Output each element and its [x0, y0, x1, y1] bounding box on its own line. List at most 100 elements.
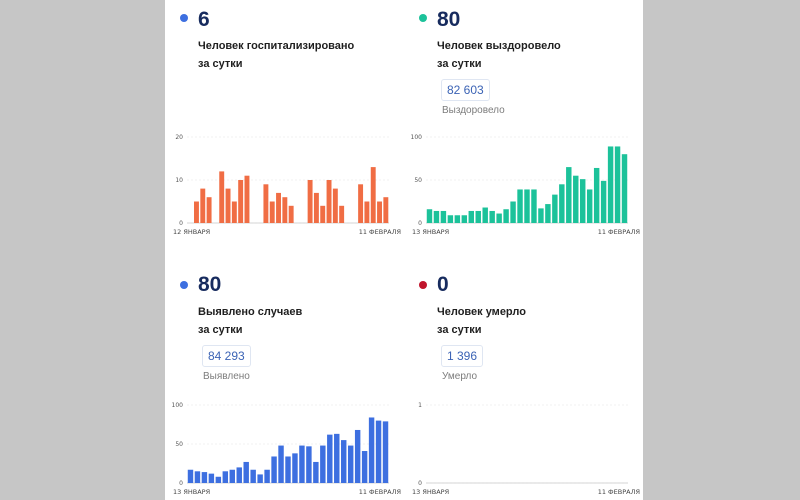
cases-x-start-label: 13 ЯНВАРЯ — [173, 488, 210, 496]
cases-bar — [194, 471, 201, 483]
recovered-total: 82 603 — [441, 79, 490, 101]
cases-caption: Выявлено случаев за сутки — [198, 303, 388, 339]
deaths-chart: 0 1 13 ЯНВАРЯ 11 ФЕВРАЛЯ — [412, 402, 640, 496]
recovered-value: 80 — [437, 8, 461, 31]
recovered-bar — [475, 210, 481, 223]
recovered-total-label: Выздоровело — [442, 105, 505, 116]
cases-bar — [347, 445, 354, 483]
cases-bar — [215, 476, 222, 483]
recovered-bar — [621, 154, 628, 223]
cases-y-tick-label: 100 — [172, 402, 184, 409]
hospitalized-bar — [313, 192, 319, 223]
recovered-bar — [496, 213, 502, 223]
cases-bar — [236, 467, 242, 483]
recovered-bar — [468, 210, 474, 223]
cases-bar — [222, 471, 229, 483]
cases-bar — [271, 456, 277, 483]
cases-bar — [264, 469, 270, 483]
cases-bar — [327, 434, 333, 483]
hospitalized-bar — [370, 167, 376, 223]
recovered-x-start-label: 13 ЯНВАРЯ — [412, 228, 449, 236]
cases-bar — [334, 433, 340, 483]
recovered-bar — [545, 204, 551, 223]
hospitalized-bar — [206, 197, 212, 223]
hospitalized-value: 6 — [198, 8, 210, 31]
cases-bar — [320, 445, 326, 483]
hospitalized-bar — [219, 171, 225, 223]
cases-bar — [368, 417, 375, 483]
hospitalized-bar — [358, 184, 364, 223]
hospitalized-chart: 0 10 20 12 ЯНВАРЯ 11 ФЕВРАЛЯ — [173, 134, 401, 236]
recovered-bar — [600, 180, 607, 223]
cases-bar — [313, 461, 319, 483]
hospitalized-bar — [282, 197, 288, 223]
hospitalized-bar — [269, 201, 275, 223]
hospitalized-bar — [326, 180, 332, 223]
hospitalized-x-end-label: 11 ФЕВРАЛЯ — [359, 228, 401, 236]
recovered-bar — [461, 215, 468, 223]
recovered-bar — [593, 167, 600, 223]
recovered-y-tick-label: 50 — [414, 177, 422, 184]
stats-page: 6 Человек госпитализировано за сутки 0 10… — [165, 0, 643, 500]
hospitalized-caption-line1: Человек госпитализировано — [198, 40, 355, 52]
deaths-x-end-label: 11 ФЕВРАЛЯ — [598, 488, 640, 496]
recovered-dot — [419, 14, 427, 22]
recovered-bar — [607, 146, 614, 223]
cases-caption-line1: Выявлено случаев — [198, 306, 303, 318]
hospitalized-bar — [238, 180, 244, 223]
hospitalized-bar — [263, 184, 269, 223]
deaths-caption-line1: Человек умерло — [437, 306, 526, 318]
deaths-dot — [419, 281, 427, 289]
hospitalized-bar — [276, 192, 281, 223]
hospitalized-bar — [288, 205, 294, 223]
hospitalized-x-start-label: 12 ЯНВАРЯ — [173, 228, 210, 236]
deaths-total: 1 396 — [441, 345, 484, 367]
hospitalized-bar — [194, 201, 199, 223]
cases-bar — [250, 469, 256, 483]
cases-bar — [285, 456, 291, 483]
cases-bar — [382, 421, 389, 483]
recovered-bar — [503, 209, 509, 223]
recovered-y-tick-label: 0 — [418, 220, 422, 227]
recovered-bar — [580, 179, 586, 223]
recovered-caption: Человек выздоровело за сутки — [437, 37, 627, 73]
recovered-caption-line2: за сутки — [437, 58, 482, 70]
card-cases: 80 Выявлено случаев за сутки 84 293 Выяв… — [165, 250, 404, 500]
recovered-bar — [524, 189, 530, 223]
recovered-bar — [426, 209, 433, 223]
deaths-y-tick-label: 1 — [418, 402, 422, 409]
cases-bar — [361, 451, 368, 483]
hospitalized-bar — [225, 188, 231, 223]
cases-caption-line2: за сутки — [198, 324, 243, 336]
cases-bar — [208, 473, 215, 483]
recovered-bar — [440, 210, 447, 223]
recovered-bar — [552, 194, 558, 223]
recovered-chart: 0 50 100 13 ЯНВАРЯ 11 ФЕВРАЛЯ — [411, 134, 640, 236]
deaths-caption: Человек умерло за сутки — [437, 303, 627, 339]
hospitalized-dot — [180, 14, 188, 22]
hospitalized-y-tick-label: 20 — [175, 134, 183, 141]
cases-bar — [354, 429, 361, 483]
recovered-bar — [454, 215, 461, 223]
recovered-bar — [517, 189, 523, 223]
hospitalized-bar — [383, 197, 389, 223]
cases-bar — [243, 461, 249, 483]
deaths-y-tick-label: 0 — [418, 480, 422, 487]
deaths-x-start-label: 13 ЯНВАРЯ — [412, 488, 449, 496]
hospitalized-bar — [364, 201, 370, 223]
hospitalized-caption-line2: за сутки — [198, 58, 243, 70]
recovered-bar — [433, 210, 440, 223]
hospitalized-bar — [377, 201, 382, 223]
hospitalized-caption: Человек госпитализировано за сутки — [198, 37, 388, 73]
recovered-bar — [531, 189, 537, 223]
hospitalized-y-tick-label: 10 — [175, 177, 183, 184]
cases-y-tick-label: 0 — [179, 480, 183, 487]
cases-x-end-label: 11 ФЕВРАЛЯ — [359, 488, 401, 496]
recovered-caption-line1: Человек выздоровело — [437, 40, 561, 52]
recovered-bar — [538, 208, 544, 223]
cases-bar — [229, 469, 235, 483]
hospitalized-bar — [244, 175, 250, 223]
cases-total-label: Выявлено — [203, 371, 250, 382]
recovered-bar — [586, 189, 593, 223]
card-hospitalized: 6 Человек госпитализировано за сутки 0 10… — [165, 0, 404, 250]
